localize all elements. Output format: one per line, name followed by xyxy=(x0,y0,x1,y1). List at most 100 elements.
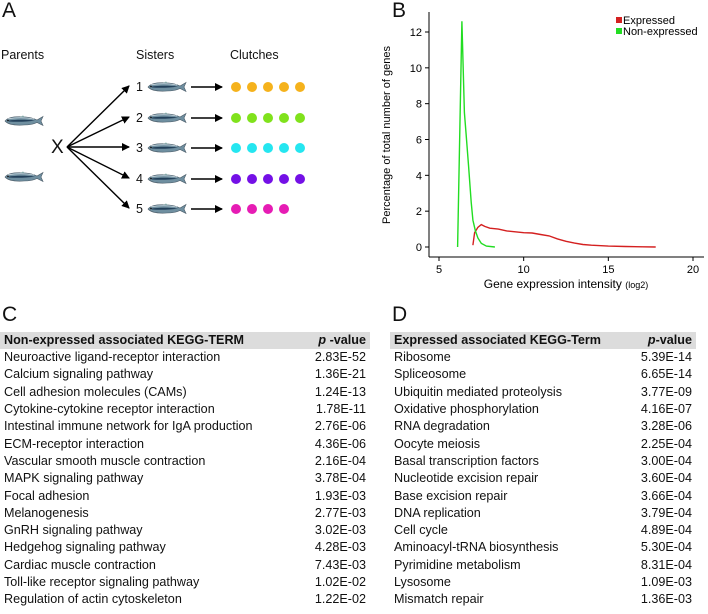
table-row: Lysosome 1.09E-03 xyxy=(390,574,696,591)
kegg-term-cell: Pyrimidine metabolism xyxy=(394,557,521,572)
y-tick-label: 8 xyxy=(416,99,422,111)
egg-dot xyxy=(231,143,241,153)
table-row: Aminoacyl-tRNA biosynthesis 5.30E-04 xyxy=(390,539,696,556)
kegg-term-cell: Melanogenesis xyxy=(4,505,89,520)
term-column-header: Expressed associated KEGG-Term xyxy=(390,332,630,349)
y-tick-label: 2 xyxy=(416,206,422,218)
egg-dot xyxy=(295,174,305,184)
table-row: Neuroactive ligand-receptor interaction 2… xyxy=(0,349,370,366)
p-value-cell: 3.66E-04 xyxy=(640,488,692,503)
table-row: Regulation of actin cytoskeleton 1.22E-02 xyxy=(0,591,370,608)
kegg-term-cell: Mismatch repair xyxy=(394,592,484,607)
egg-dot xyxy=(263,174,273,184)
kegg-term-cell: MAPK signaling pathway xyxy=(4,471,144,486)
x-tick-label: 20 xyxy=(687,264,699,276)
table-row: Cell cycle 4.89E-04 xyxy=(390,522,696,539)
p-value-cell: 1.78E-11 xyxy=(315,402,366,417)
p-value-cell: 5.30E-04 xyxy=(640,540,692,555)
p-value-cell: 2.77E-03 xyxy=(314,505,366,520)
kegg-term-cell: Focal adhesion xyxy=(4,488,90,503)
sister-number: 5 xyxy=(136,202,143,216)
egg-dot xyxy=(295,82,305,92)
panel-c-letter: C xyxy=(2,303,18,326)
panel-d-letter: D xyxy=(392,303,408,326)
table-row: DNA replication 3.79E-04 xyxy=(390,505,696,522)
kegg-term-cell: Oxidative phosphorylation xyxy=(394,402,539,417)
egg-dot xyxy=(247,143,257,153)
table-row: Toll-like receptor signaling pathway 1.02… xyxy=(0,574,370,591)
kegg-term-cell: Calcium signaling pathway xyxy=(4,367,154,382)
sister-fish-icon xyxy=(147,81,187,93)
table-row: Ribosome 5.39E-14 xyxy=(390,349,696,366)
legend-label: Non-expressed xyxy=(623,26,698,38)
table-row: Oxidative phosphorylation 4.16E-07 xyxy=(390,401,696,418)
sisters-label: Sisters xyxy=(136,48,175,62)
sister-number: 3 xyxy=(136,141,143,155)
p-value-cell: 4.36E-06 xyxy=(314,436,366,451)
p-value-column-header: p-value xyxy=(629,332,696,349)
table-row: Calcium signaling pathway 1.36E-21 xyxy=(0,366,370,383)
p-value-cell: 1.93E-03 xyxy=(314,488,366,503)
p-value-cell: 1.36E-21 xyxy=(314,367,366,382)
p-value-cell: 4.16E-07 xyxy=(640,402,692,417)
p-value-cell: 4.28E-03 xyxy=(314,540,366,555)
legend-label: Expressed xyxy=(623,15,675,27)
egg-dot xyxy=(247,174,257,184)
p-value-cell: 4.89E-04 xyxy=(640,523,692,538)
table-row: Melanogenesis 2.77E-03 xyxy=(0,505,370,522)
egg-dot xyxy=(231,174,241,184)
y-tick-label: 6 xyxy=(416,135,422,147)
kegg-term-cell: Neuroactive ligand-receptor interaction xyxy=(4,350,221,365)
p-value-cell: 1.36E-03 xyxy=(640,592,692,607)
p-value-cell: 7.43E-03 xyxy=(314,557,366,572)
kegg-term-cell: Nucleotide excision repair xyxy=(394,471,539,486)
kegg-term-cell: Cell cycle xyxy=(394,523,448,538)
p-value-cell: 5.39E-14 xyxy=(640,350,692,365)
cross-arrow xyxy=(66,85,130,148)
p-value-cell: 3.77E-09 xyxy=(640,384,692,399)
egg-dot xyxy=(231,113,241,123)
table-row: Nucleotide excision repair 3.60E-04 xyxy=(390,470,696,487)
table-row: Ubiquitin mediated proteolysis 3.77E-09 xyxy=(390,384,696,401)
table-row: Pyrimidine metabolism 8.31E-04 xyxy=(390,557,696,574)
kegg-term-cell: Ribosome xyxy=(394,350,451,365)
table-row: Hedgehog signaling pathway 4.28E-03 xyxy=(0,539,370,556)
sister-number: 1 xyxy=(136,80,143,94)
kegg-term-cell: Lysosome xyxy=(394,575,451,589)
kegg-term-cell: Aminoacyl-tRNA biosynthesis xyxy=(394,540,559,555)
kegg-term-cell: Toll-like receptor signaling pathway xyxy=(4,575,200,589)
egg-dot xyxy=(247,82,257,92)
panel-a-letter: A xyxy=(2,0,17,22)
sister-fish-icon xyxy=(147,142,187,154)
table-row: Cytokine-cytokine receptor interaction 1.… xyxy=(0,401,370,418)
clutches-label: Clutches xyxy=(230,48,279,62)
expression-distribution-chart: 5 10 15 20 0 2 4 6 8 10 12 Percentage of total num… xyxy=(381,12,704,291)
p-value-cell: 3.28E-06 xyxy=(640,419,692,434)
p-value-cell: 1.24E-13 xyxy=(314,384,366,399)
kegg-term-cell: GnRH signaling pathway xyxy=(4,523,143,538)
egg-dot xyxy=(247,204,257,214)
sister-fish-icon xyxy=(147,173,187,185)
x-tick-label: 15 xyxy=(602,264,614,276)
cross-arrow xyxy=(66,146,130,209)
table-row: Focal adhesion 1.93E-03 xyxy=(0,487,370,504)
p-value-cell: 3.60E-04 xyxy=(640,471,692,486)
egg-dot xyxy=(231,82,241,92)
x-axis-label: Gene expression intensity (log2) xyxy=(484,277,648,291)
table-row: Cardiac muscle contraction 7.43E-03 xyxy=(0,557,370,574)
egg-dot xyxy=(263,82,273,92)
expressed-kegg-table: Expressed associated KEGG-Term p-value R… xyxy=(390,332,696,608)
kegg-term-cell: Cytokine-cytokine receptor interaction xyxy=(4,402,215,417)
p-value-cell: 3.02E-03 xyxy=(314,523,366,538)
table-row: Intestinal immune network for IgA produc… xyxy=(0,418,370,435)
p-value-cell: 1.09E-03 xyxy=(640,575,692,589)
table-row: Oocyte meiosis 2.25E-04 xyxy=(390,435,696,452)
panel-b-letter: B xyxy=(392,0,407,22)
p-value-cell: 3.78E-04 xyxy=(314,471,366,486)
egg-dot xyxy=(247,113,257,123)
table-row: ECM-receptor interaction 4.36E-06 xyxy=(0,435,370,452)
p-value-cell: 6.65E-14 xyxy=(640,367,692,382)
table-row: Cell adhesion molecules (CAMs) 1.24E-13 xyxy=(0,384,370,401)
kegg-term-cell: Intestinal immune network for IgA produc… xyxy=(4,419,253,434)
y-axis-label: Percentage of total number of genes xyxy=(381,46,393,224)
